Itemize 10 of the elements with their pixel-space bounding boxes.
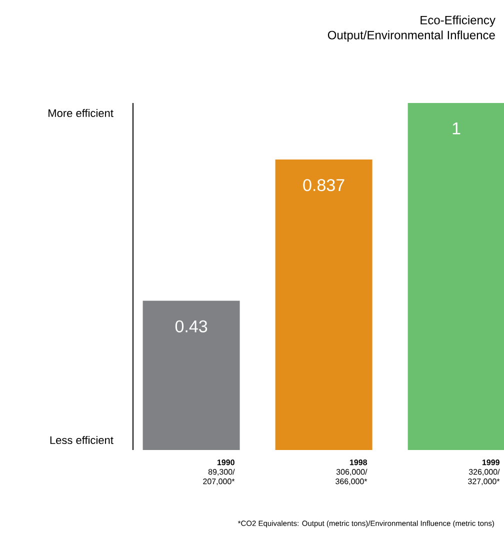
text: More efficient [48,108,114,118]
chart-subtitle: Output/Environmental Influence [328,30,495,42]
x-tick-label: 1999 326,000/ 327,000* [468,460,500,486]
data-label: 0.43 [175,320,208,332]
text: Less efficient [50,436,114,444]
data-label: 0.837 [303,179,344,192]
data-label: 1 [452,122,460,134]
x-tick-label: 1998 306,000/ 366,000* [336,460,368,486]
chart-title: Eco-Efficiency [420,16,496,27]
x-tick-label: 1990 89,300/ 207,000* [203,460,235,486]
